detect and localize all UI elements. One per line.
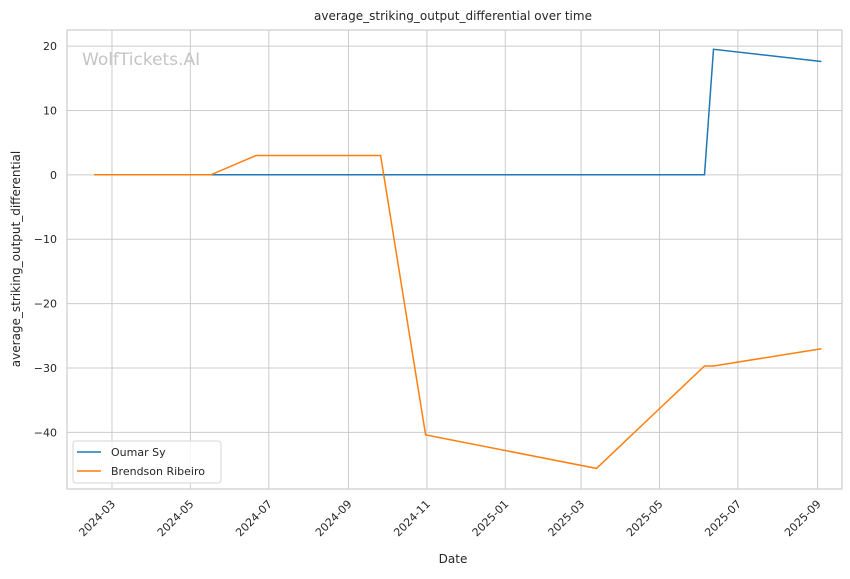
plot-frame xyxy=(66,29,843,490)
y-axis-label: average_striking_output_differential xyxy=(9,151,23,367)
y-tick-label: 10 xyxy=(43,104,57,117)
legend: Oumar Sy Brendson Ribeiro xyxy=(72,440,222,484)
x-tick-label: 2025-07 xyxy=(702,498,744,540)
y-tick-label: 0 xyxy=(50,169,57,182)
y-tick-label: −10 xyxy=(34,233,57,246)
legend-label-brendson-ribeiro: Brendson Ribeiro xyxy=(111,465,205,478)
x-tick-label: 2025-09 xyxy=(782,498,824,540)
x-tick-label: 2025-05 xyxy=(624,498,666,540)
y-tick-label: −30 xyxy=(34,362,57,375)
y-tick-label: −40 xyxy=(34,426,57,439)
x-tick-label: 2024-09 xyxy=(313,498,355,540)
y-tick-label: 20 xyxy=(43,40,57,53)
x-tick-label: 2024-07 xyxy=(233,498,275,540)
legend-label-oumar-sy: Oumar Sy xyxy=(111,446,166,459)
chart-title: average_striking_output_differential ove… xyxy=(314,9,592,23)
series-line-brendson-ribeiro xyxy=(94,154,822,470)
y-tick-label: −20 xyxy=(34,298,57,311)
x-tick-label: 2025-03 xyxy=(546,498,588,540)
x-tick-label: 2024-03 xyxy=(76,498,118,540)
x-tick-label: 2025-01 xyxy=(470,498,512,540)
series-line-oumar-sy xyxy=(210,48,822,176)
x-tick-label: 2024-05 xyxy=(155,498,197,540)
x-tick-label: 2024-11 xyxy=(391,498,433,540)
x-axis-label: Date xyxy=(439,552,468,566)
watermark: WolfTickets.AI xyxy=(82,50,200,70)
